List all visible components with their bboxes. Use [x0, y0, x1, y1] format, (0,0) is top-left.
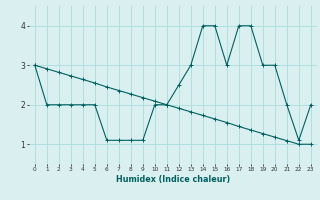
X-axis label: Humidex (Indice chaleur): Humidex (Indice chaleur): [116, 175, 230, 184]
